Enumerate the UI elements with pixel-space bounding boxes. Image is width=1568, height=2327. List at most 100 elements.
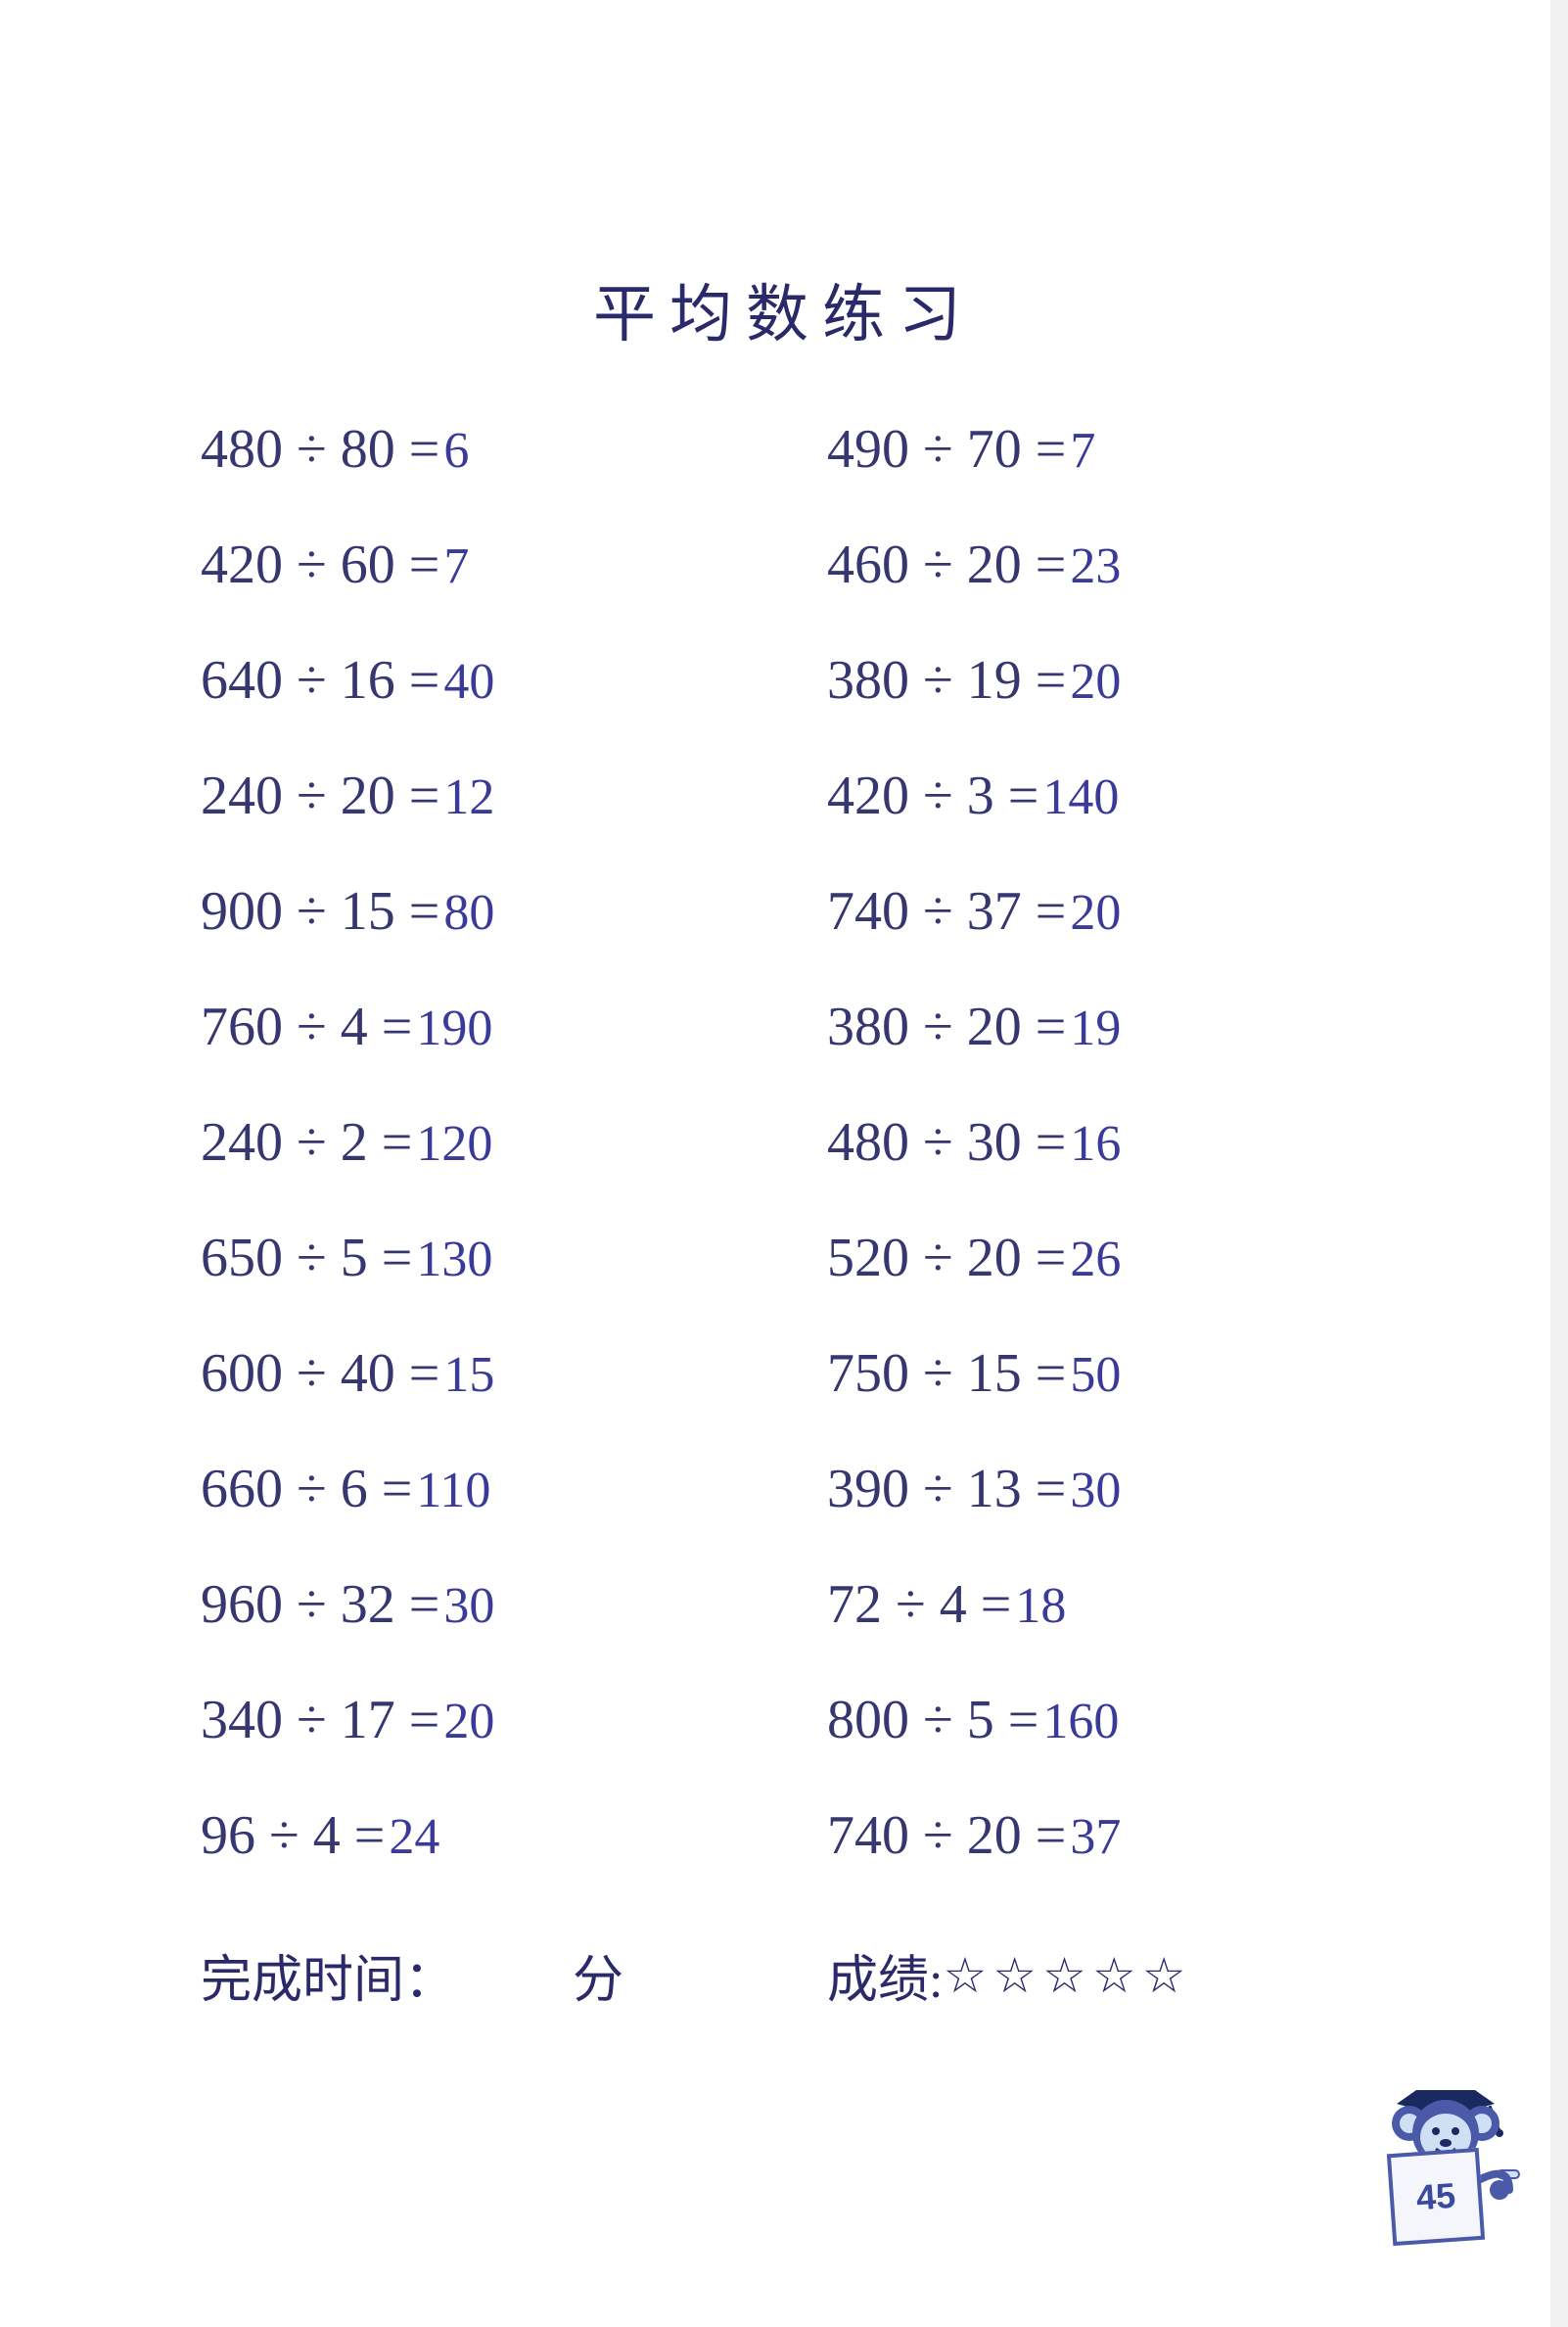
expression: 72 ÷ 4 = [827,1573,1011,1636]
answer: 30 [1070,1462,1121,1519]
expression: 520 ÷ 20 = [827,1227,1066,1289]
expression: 760 ÷ 4 = [201,996,412,1058]
problem-cell: 960 ÷ 32 = 30 [201,1573,827,1636]
problem-cell: 490 ÷ 70 = 7 [827,418,1375,481]
problem-row: 480 ÷ 80 = 6 490 ÷ 70 = 7 [201,392,1375,507]
problem-cell: 240 ÷ 2 = 120 [201,1111,827,1174]
expression: 900 ÷ 15 = [201,880,439,943]
expression: 640 ÷ 16 = [201,649,439,712]
problem-cell: 660 ÷ 6 = 110 [201,1458,827,1520]
problem-row: 760 ÷ 4 = 190 380 ÷ 20 = 19 [201,969,1375,1085]
answer: 190 [416,1000,492,1057]
expression: 650 ÷ 5 = [201,1227,412,1289]
answer: 24 [389,1808,439,1866]
mascot-icon: 45 [1362,2053,1529,2249]
problem-cell: 420 ÷ 3 = 140 [827,765,1375,827]
expression: 740 ÷ 20 = [827,1804,1066,1867]
answer: 23 [1070,537,1121,595]
expression: 390 ÷ 13 = [827,1458,1066,1520]
problem-cell: 800 ÷ 5 = 160 [827,1689,1375,1751]
answer: 140 [1042,768,1119,826]
problem-row: 96 ÷ 4 = 24 740 ÷ 20 = 37 [201,1778,1375,1893]
answer: 80 [443,884,494,942]
completion-time: 完成时间： 分 [201,1938,827,2012]
problem-cell: 340 ÷ 17 = 20 [201,1689,827,1751]
problems-grid: 480 ÷ 80 = 6 490 ÷ 70 = 7 420 ÷ 60 = 7 4… [201,392,1375,1893]
answer: 20 [443,1693,494,1750]
expression: 380 ÷ 19 = [827,649,1066,712]
problem-cell: 740 ÷ 20 = 37 [827,1804,1375,1867]
answer: 7 [443,537,469,595]
problem-cell: 390 ÷ 13 = 30 [827,1458,1375,1520]
score-label: 成绩: [827,1938,943,2012]
problem-row: 240 ÷ 2 = 120 480 ÷ 30 = 16 [201,1085,1375,1200]
problem-row: 660 ÷ 6 = 110 390 ÷ 13 = 30 [201,1431,1375,1547]
expression: 490 ÷ 70 = [827,418,1066,481]
problem-cell: 740 ÷ 37 = 20 [827,880,1375,943]
problem-cell: 72 ÷ 4 = 18 [827,1573,1375,1636]
expression: 480 ÷ 80 = [201,418,439,481]
answer: 120 [416,1115,492,1173]
expression: 240 ÷ 2 = [201,1111,412,1174]
page-title: 平均数练习 [0,264,1568,354]
answer: 18 [1015,1577,1066,1635]
problem-row: 960 ÷ 32 = 30 72 ÷ 4 = 18 [201,1547,1375,1662]
answer: 50 [1070,1346,1121,1404]
expression: 740 ÷ 37 = [827,880,1066,943]
problem-cell: 640 ÷ 16 = 40 [201,649,827,712]
answer: 26 [1070,1231,1121,1288]
problem-cell: 380 ÷ 20 = 19 [827,996,1375,1058]
problem-cell: 240 ÷ 20 = 12 [201,765,827,827]
problem-cell: 420 ÷ 60 = 7 [201,534,827,596]
problem-row: 240 ÷ 20 = 12 420 ÷ 3 = 140 [201,738,1375,854]
problem-row: 650 ÷ 5 = 130 520 ÷ 20 = 26 [201,1200,1375,1316]
problem-cell: 480 ÷ 30 = 16 [827,1111,1375,1174]
problem-row: 640 ÷ 16 = 40 380 ÷ 19 = 20 [201,623,1375,738]
answer: 130 [416,1231,492,1288]
worksheet-page: 平均数练习 480 ÷ 80 = 6 490 ÷ 70 = 7 420 ÷ 60… [0,0,1568,2327]
problem-cell: 380 ÷ 19 = 20 [827,649,1375,712]
answer: 110 [416,1462,490,1519]
answer: 15 [443,1346,494,1404]
answer: 30 [443,1577,494,1635]
answer: 40 [443,653,494,711]
answer: 19 [1070,1000,1121,1057]
expression: 420 ÷ 3 = [827,765,1038,827]
answer: 37 [1070,1808,1121,1866]
answer: 12 [443,768,494,826]
problem-cell: 600 ÷ 40 = 15 [201,1342,827,1405]
answer: 160 [1042,1693,1119,1750]
answer: 7 [1070,422,1095,480]
answer: 6 [443,422,469,480]
expression: 960 ÷ 32 = [201,1573,439,1636]
answer: 16 [1070,1115,1121,1173]
problem-cell: 650 ÷ 5 = 130 [201,1227,827,1289]
expression: 600 ÷ 40 = [201,1342,439,1405]
scan-edge [1550,0,1568,2327]
expression: 660 ÷ 6 = [201,1458,412,1520]
problem-row: 900 ÷ 15 = 80 740 ÷ 37 = 20 [201,854,1375,969]
expression: 96 ÷ 4 = [201,1804,385,1867]
expression: 240 ÷ 20 = [201,765,439,827]
page-number: 45 [1387,2148,1485,2246]
expression: 340 ÷ 17 = [201,1689,439,1751]
expression: 800 ÷ 5 = [827,1689,1038,1751]
expression: 480 ÷ 30 = [827,1111,1066,1174]
star-rating: ☆☆☆☆☆ [943,1947,1191,2004]
answer: 20 [1070,653,1121,711]
score: 成绩: ☆☆☆☆☆ [827,1938,1192,2012]
problem-cell: 750 ÷ 15 = 50 [827,1342,1375,1405]
expression: 420 ÷ 60 = [201,534,439,596]
problem-cell: 96 ÷ 4 = 24 [201,1804,827,1867]
problem-cell: 520 ÷ 20 = 26 [827,1227,1375,1289]
problem-cell: 760 ÷ 4 = 190 [201,996,827,1058]
expression: 750 ÷ 15 = [827,1342,1066,1405]
answer: 20 [1070,884,1121,942]
problem-row: 420 ÷ 60 = 7 460 ÷ 20 = 23 [201,507,1375,623]
problem-row: 340 ÷ 17 = 20 800 ÷ 5 = 160 [201,1662,1375,1778]
footer: 完成时间： 分 成绩: ☆☆☆☆☆ [201,1938,1375,2012]
problem-cell: 480 ÷ 80 = 6 [201,418,827,481]
expression: 380 ÷ 20 = [827,996,1066,1058]
expression: 460 ÷ 20 = [827,534,1066,596]
problem-cell: 900 ÷ 15 = 80 [201,880,827,943]
